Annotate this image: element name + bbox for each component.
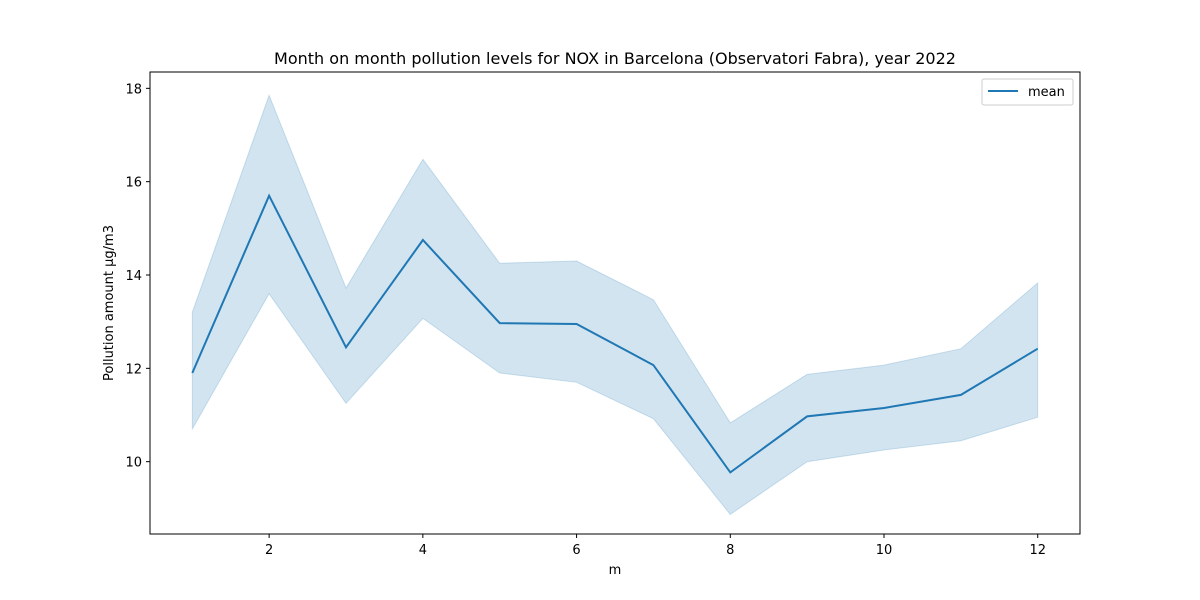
data-point-mean	[883, 407, 885, 409]
x-tick-label: 4	[419, 543, 427, 558]
series-line-mean	[191, 193, 1039, 474]
data-point-mean	[729, 471, 731, 473]
y-tick-label: 14	[125, 269, 142, 284]
plot-background	[150, 72, 1080, 534]
chart-title: Month on month pollution levels for NOX …	[274, 49, 956, 68]
x-axis-label: m	[609, 563, 622, 578]
y-axis-label: Pollution amount μg/m3	[102, 225, 117, 381]
legend-box	[981, 78, 1074, 106]
x-tick-label: 8	[726, 543, 734, 558]
data-point-mean	[652, 364, 654, 366]
data-point-mean	[422, 239, 424, 241]
data-point-mean	[1037, 348, 1039, 350]
data-point-mean	[268, 195, 270, 197]
data-point-mean	[806, 415, 808, 417]
data-point-mean	[191, 372, 193, 374]
data-point-mean	[960, 394, 962, 396]
plot-frame	[149, 71, 1081, 535]
data-point-mean	[499, 322, 501, 324]
x-tick-label: 12	[1029, 543, 1046, 558]
data-point-mean	[345, 346, 347, 348]
y-tick-label: 10	[125, 456, 142, 471]
legend-label-mean: mean	[1028, 85, 1065, 100]
y-tick-label: 18	[125, 82, 142, 97]
y-tick-label: 12	[125, 362, 142, 377]
y-tick-label: 16	[125, 176, 142, 191]
confidence-band	[191, 93, 1039, 516]
x-tick-label: 10	[876, 543, 893, 558]
data-point-mean	[576, 323, 578, 325]
x-tick-label: 6	[572, 543, 580, 558]
x-tick-label: 2	[265, 543, 273, 558]
legend: mean	[981, 78, 1074, 106]
